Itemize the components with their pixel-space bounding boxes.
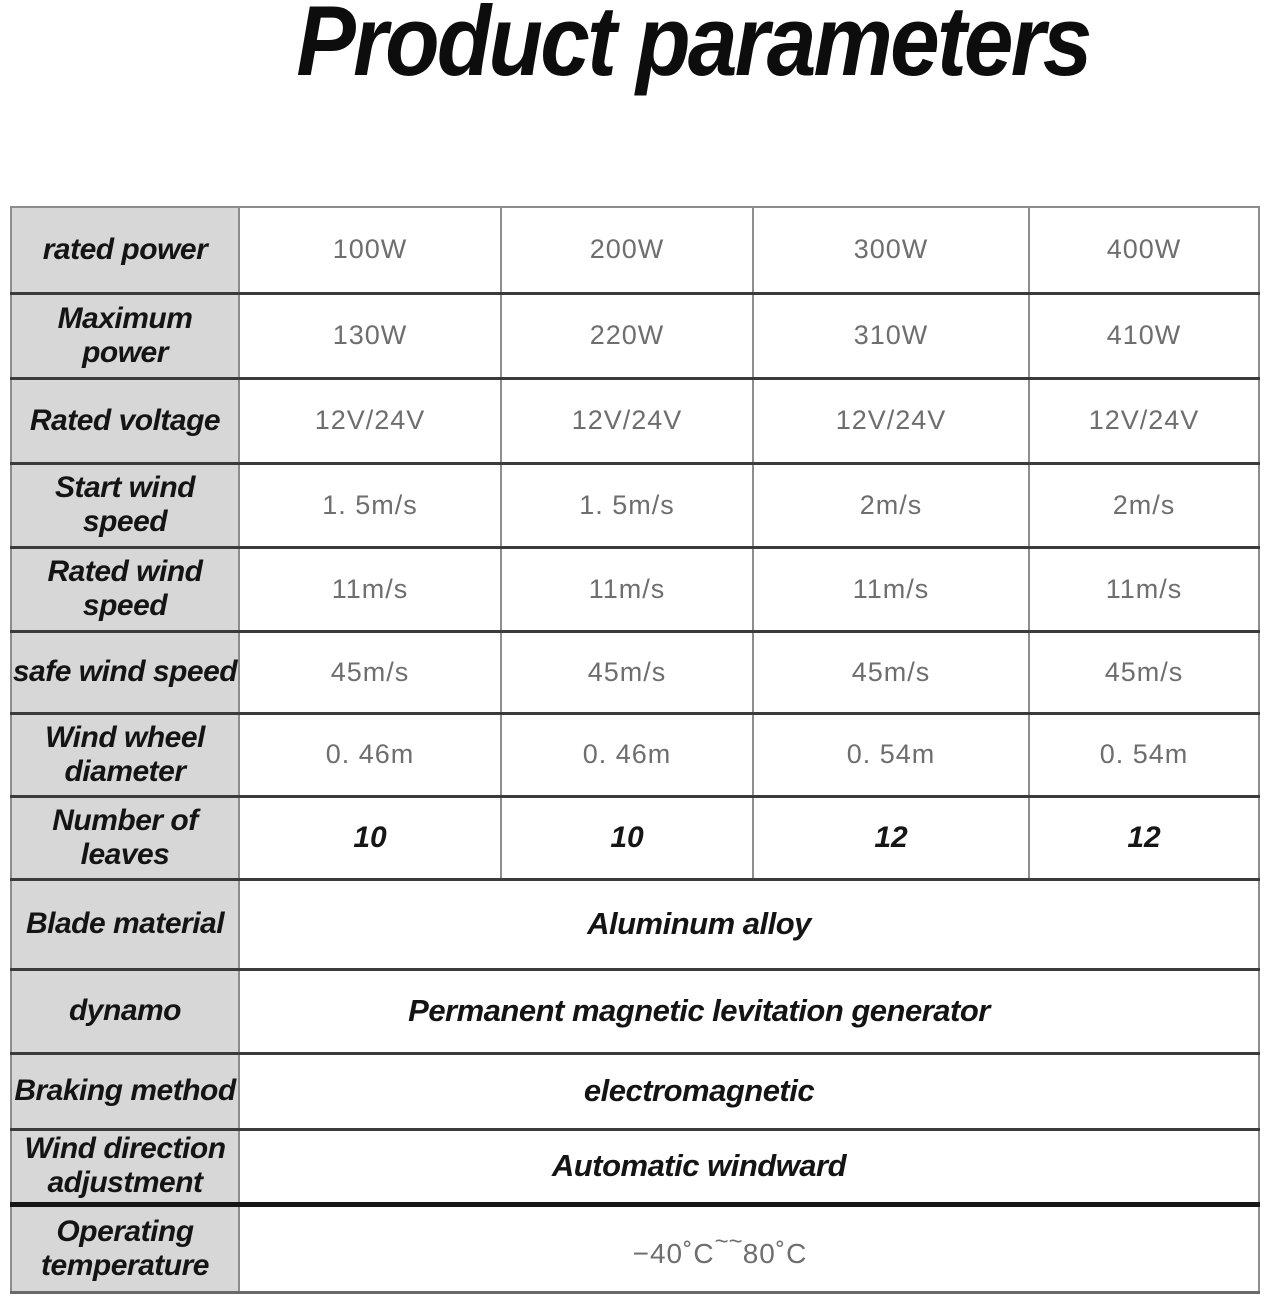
row-label-dynamo: dynamo [10,967,240,1055]
cell-wind-direction: Automatic windward [238,1127,1260,1206]
row-label-wind-wheel-diameter: Wind wheel diameter [10,711,240,798]
row-label-rated-power: rated power [10,206,240,295]
row-label-text: Wind direction [24,1132,226,1166]
cell-start-speed-1: 1. 5m/s [238,461,502,549]
row-label-rated-voltage: Rated voltage [10,376,240,465]
row-label-text: Operating [56,1214,194,1248]
cell-start-speed-2: 1. 5m/s [500,461,754,549]
row-label-text: adjustment [47,1166,203,1199]
table-row-wind-direction-adjustment: Wind direction adjustment Automatic wind… [10,1127,1260,1206]
row-label-text: leaves [80,837,170,871]
cell-rated-power-300w: 300W [752,206,1030,295]
cell-rated-speed-2: 11m/s [500,545,754,633]
table-row-start-wind-speed: Start wind speed 1. 5m/s 1. 5m/s 2m/s 2m… [10,461,1260,549]
row-label-rated-wind-speed: Rated wind speed [10,545,240,633]
table-row-rated-wind-speed: Rated wind speed 11m/s 11m/s 11m/s 11m/s [10,545,1260,633]
table-row-blade-material: Blade material Aluminum alloy [10,877,1260,971]
row-label-safe-wind-speed: safe wind speed [10,629,240,715]
cell-max-power-1: 130W [238,291,502,380]
temperature-tildes: ~~ [714,1227,743,1255]
cell-max-power-2: 220W [500,291,754,380]
row-label-text: diameter [64,754,186,788]
table-row-rated-power: rated power 100W 200W 300W 400W [10,206,1260,295]
cell-diameter-1: 0. 46m [238,711,502,798]
cell-dynamo: Permanent magnetic levitation generator [238,967,1260,1055]
table-row-wind-wheel-diameter: Wind wheel diameter 0. 46m 0. 46m 0. 54m… [10,711,1260,798]
cell-voltage-2: 12V/24V [500,376,754,465]
row-label-text: Start wind speed [54,471,196,538]
cell-diameter-3: 0. 54m [752,711,1030,798]
row-label-text: Rated voltage [29,403,221,437]
row-label-text: temperature [41,1248,209,1282]
cell-leaves-1: 10 [238,794,502,881]
row-label-text: safe wind speed [12,655,238,689]
cell-voltage-3: 12V/24V [752,376,1030,465]
cell-rated-power-100w: 100W [238,206,502,295]
table-row-number-of-leaves: Number of leaves 10 10 12 12 [10,794,1260,881]
table-row-safe-wind-speed: safe wind speed 45m/s 45m/s 45m/s 45m/s [10,629,1260,715]
cell-rated-speed-4: 11m/s [1028,545,1260,633]
cell-leaves-3: 12 [752,794,1030,881]
cell-diameter-4: 0. 54m [1028,711,1260,798]
row-label-operating-temperature: Operating temperature [10,1201,240,1294]
table-row-rated-voltage: Rated voltage 12V/24V 12V/24V 12V/24V 12… [10,376,1260,465]
product-parameters-table: rated power 100W 200W 300W 400W Maximum … [10,206,1260,1294]
row-label-text: Number of [52,803,198,837]
row-label-text: power [82,335,168,369]
table-row-braking-method: Braking method electromagnetic [10,1051,1260,1131]
cell-rated-speed-1: 11m/s [238,545,502,633]
cell-leaves-2: 10 [500,794,754,881]
row-label-text: speed [82,589,168,622]
row-label-wind-direction-adjustment: Wind direction adjustment [10,1127,240,1206]
table-row-operating-temperature: Operating temperature −40˚C~~80˚C [10,1201,1260,1294]
row-label-blade-material: Blade material [10,877,240,971]
row-label-braking-method: Braking method [10,1051,240,1131]
row-label-number-of-leaves: Number of leaves [10,794,240,881]
cell-safe-speed-1: 45m/s [238,629,502,715]
row-label-text: Blade material [25,907,225,941]
cell-max-power-4: 410W [1028,291,1260,380]
temperature-prefix: −40˚C [632,1237,715,1269]
row-label-start-wind-speed: Start wind speed [10,461,240,549]
row-label-text: Maximum [57,301,193,335]
cell-rated-power-200w: 200W [500,206,754,295]
cell-max-power-3: 310W [752,291,1030,380]
cell-safe-speed-4: 45m/s [1028,629,1260,715]
row-label-maximum-power: Maximum power [10,291,240,380]
cell-start-speed-3: 2m/s [752,461,1030,549]
row-label-text: Wind wheel [45,720,205,754]
row-label-text: Braking method [14,1074,236,1108]
table-row-dynamo: dynamo Permanent magnetic levitation gen… [10,967,1260,1055]
row-label-text: rated power [42,232,208,266]
row-label-text: Rated wind [47,555,203,589]
cell-leaves-4: 12 [1028,794,1260,881]
page-title: Product parameters [296,0,1092,96]
table-row-maximum-power: Maximum power 130W 220W 310W 410W [10,291,1260,380]
cell-start-speed-4: 2m/s [1028,461,1260,549]
cell-diameter-2: 0. 46m [500,711,754,798]
cell-rated-speed-3: 11m/s [752,545,1030,633]
cell-safe-speed-3: 45m/s [752,629,1030,715]
cell-braking-method: electromagnetic [238,1051,1260,1131]
cell-operating-temperature: −40˚C~~80˚C [238,1201,1260,1294]
cell-voltage-1: 12V/24V [238,376,502,465]
cell-blade-material: Aluminum alloy [238,877,1260,971]
cell-rated-power-400w: 400W [1028,206,1260,295]
temperature-suffix: 80˚C [742,1237,808,1269]
row-label-text: dynamo [68,994,182,1028]
cell-voltage-4: 12V/24V [1028,376,1260,465]
cell-safe-speed-2: 45m/s [500,629,754,715]
